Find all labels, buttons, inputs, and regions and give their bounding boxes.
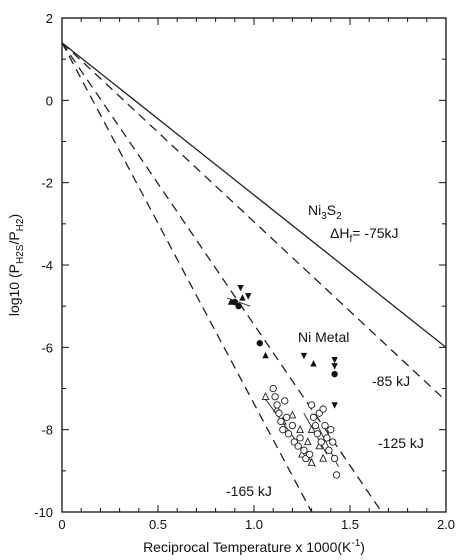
data-point-open-circle [294,442,302,450]
data-point-open-circle [306,450,314,459]
data-point-open-circle [327,426,335,434]
model-line [61,42,383,513]
data-point-filled-triangle-down [245,293,252,300]
data-point-filled-triangle [310,360,317,367]
data-point-open-circle [269,384,277,393]
tick-labels: 0 0.5 1.0 1.5 2.0 2 0 -2 -4 -6 -8 -10 [34,11,455,532]
data-point-open-circle [275,409,283,417]
data-point-filled-circle [231,298,238,306]
y-tick-label: -8 [41,423,53,438]
model-line [61,42,447,402]
annotation-ni3s2: Ni3S2 [308,202,342,222]
data-point-open-circle [319,405,327,413]
data-point-open-circle [332,471,341,479]
data-point-filled-triangle [262,351,269,359]
data-point-open-circle [273,401,281,409]
data-point-filled-triangle-down [331,356,338,364]
y-tick-label: -4 [41,258,53,273]
y-tick-label: -2 [41,176,53,191]
model-lines [61,42,447,513]
x-tick-label: 0 [58,517,65,532]
data-point-open-triangle [319,453,328,462]
data-point-filled-triangle-down [300,352,308,360]
annotation-ni-metal: Ni Metal [298,329,349,345]
data-point-open-circle [271,393,279,401]
y-tick-label: -6 [41,340,53,355]
data-point-open-triangle [303,437,312,446]
data-point-filled-triangle-down [331,363,338,370]
data-point-open-circle [279,426,287,434]
x-tick-label: 2.0 [437,517,455,532]
annotation-delta-h: ΔHf= -75kJ [330,225,399,245]
x-axis-label: Reciprocal Temperature x 1000(K-1) [143,538,365,555]
data-point-open-circle [300,446,308,454]
x-tick-label: 0.5 [149,517,167,532]
data-point-open-circle [325,446,333,454]
data-point-open-circle [284,430,293,438]
data-point-open-circle [282,413,291,421]
data-point-filled-circle [256,340,263,347]
data-point-open-circle [288,421,297,430]
data-point-open-triangle [296,424,305,433]
data-point-open-circle [329,438,337,446]
data-point-open-circle [313,430,322,438]
y-axis-label: log10 (PH2S/PH2) [6,214,26,316]
data-point-open-circle [323,434,331,442]
data-point-open-circle [277,417,285,426]
data-point-open-circle [296,434,304,442]
data-point-open-triangle [288,410,297,419]
data-point-filled-circle [235,302,242,310]
data-point-open-circle [311,421,320,430]
data-point-open-triangle [307,457,316,466]
data-point-filled-triangle-down [331,402,338,409]
annotation-85kj: -85 kJ [372,373,410,389]
y-tick-label: 2 [46,11,53,26]
data-point-filled-circle [331,370,338,378]
data-point-open-circle [321,421,329,430]
data-point-open-triangle [261,392,270,400]
model-line [61,42,447,348]
data-point-open-circle [317,438,325,446]
data-point-open-circle [330,454,339,463]
data-points [227,284,341,479]
data-point-filled-triangle [239,294,246,301]
x-tick-label: 1.5 [341,517,359,532]
annotation-165kj: -165 kJ [226,483,272,499]
data-point-filled-triangle-down [237,284,244,292]
axis-ticks [61,17,447,513]
data-point-open-circle [281,397,289,405]
annotation-125kj: -125 kJ [378,435,424,451]
data-point-open-circle [309,413,318,421]
data-point-open-circle [307,401,316,409]
y-tick-label: -10 [34,505,53,520]
x-tick-label: 1.0 [245,517,263,532]
data-point-open-triangle [307,424,316,433]
model-line [61,42,313,513]
y-tick-label: 0 [46,93,53,108]
